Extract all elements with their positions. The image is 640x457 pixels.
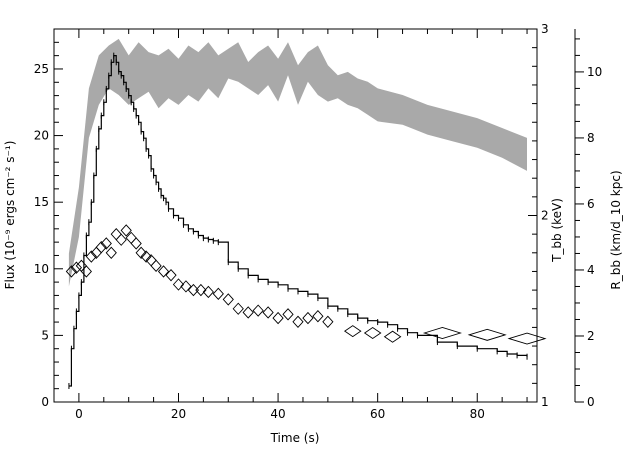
tick-label: 25 — [34, 62, 49, 76]
y-axis-left-label: Flux (10⁻⁹ ergs cm⁻² s⁻¹) — [3, 141, 17, 290]
temperature-diamond — [272, 311, 284, 325]
tick-label: 1 — [541, 395, 549, 409]
tick-label: 10 — [34, 262, 49, 276]
tick-label: 3 — [541, 22, 549, 36]
temperature-diamond — [363, 326, 382, 340]
tick-layer — [53, 28, 584, 403]
temperature-diamond — [172, 278, 185, 291]
temperature-diamond — [202, 285, 214, 299]
tick-label: 0 — [75, 407, 83, 421]
temperature-diamond — [262, 306, 274, 319]
temperature-diamond — [467, 328, 507, 341]
temperature-diamond — [110, 227, 122, 241]
temperature-diamond — [135, 246, 147, 259]
temperature-diamond — [105, 246, 117, 259]
flux-step-line — [68, 55, 528, 387]
temperature-diamond — [85, 250, 97, 263]
tick-label: 5 — [41, 328, 49, 342]
tick-label: 40 — [270, 407, 285, 421]
tick-label: 4 — [587, 263, 595, 277]
temperature-diamond — [100, 237, 112, 250]
radius-band-layer — [68, 38, 528, 287]
tick-label: 80 — [470, 407, 485, 421]
temperature-diamond — [302, 311, 314, 325]
tick-label: 60 — [370, 407, 385, 421]
radius-band — [68, 38, 528, 287]
temperature-diamond — [180, 280, 192, 293]
flux-step-layer — [68, 52, 528, 390]
tick-label-layer: 0 20 40 60 80 0 5 10 15 20 25 1 2 3 0 2 4 6 8 10 — [34, 22, 603, 421]
temperature-diamond — [120, 224, 132, 237]
x-axis-label: Time (s) — [270, 431, 320, 445]
temperature-diamond — [195, 283, 207, 297]
temperature-diamond — [115, 233, 127, 246]
temperature-diamond — [140, 250, 152, 263]
tick-label: 20 — [34, 129, 49, 143]
tick-label: 10 — [587, 65, 602, 79]
temperature-diamond — [232, 302, 244, 315]
temperature-diamond — [252, 304, 264, 317]
y-axis-right-inner-label: T_bb (keV) — [550, 198, 564, 263]
temperature-diamond — [157, 265, 170, 278]
temperature-diamond — [222, 293, 234, 306]
tick-label: 8 — [587, 131, 595, 145]
temperature-diamond — [242, 306, 254, 319]
temperature-diamond — [422, 327, 462, 339]
temperature-diamond — [507, 332, 547, 345]
temperature-diamond — [292, 315, 304, 328]
tick-label: 2 — [587, 329, 595, 343]
y-axis-right-outer-label: R_bb (km/d_10 kpc) — [609, 170, 623, 289]
tick-label: 20 — [171, 407, 186, 421]
tick-label: 2 — [541, 209, 549, 223]
tick-label: 15 — [34, 195, 49, 209]
temperature-diamond — [165, 269, 177, 282]
tick-label: 6 — [587, 197, 595, 211]
temperature-diamond — [343, 325, 362, 338]
temperature-diamond — [95, 241, 107, 254]
temperature-diamond — [80, 265, 92, 278]
temperature-diamond — [383, 330, 402, 343]
temperature-diamond-layer — [65, 224, 547, 345]
tick-label: 0 — [587, 395, 595, 409]
temperature-diamond — [282, 308, 294, 321]
temperature-diamond — [75, 259, 87, 273]
temperature-diamond — [312, 310, 324, 323]
temperature-diamond — [70, 261, 83, 274]
temperature-diamond — [130, 237, 142, 250]
temperature-diamond — [187, 283, 200, 297]
temperature-diamond — [65, 265, 78, 278]
temperature-diamond — [150, 259, 162, 273]
temperature-diamond — [212, 287, 224, 300]
temperature-diamond — [322, 315, 334, 328]
tick-label: 0 — [41, 395, 49, 409]
